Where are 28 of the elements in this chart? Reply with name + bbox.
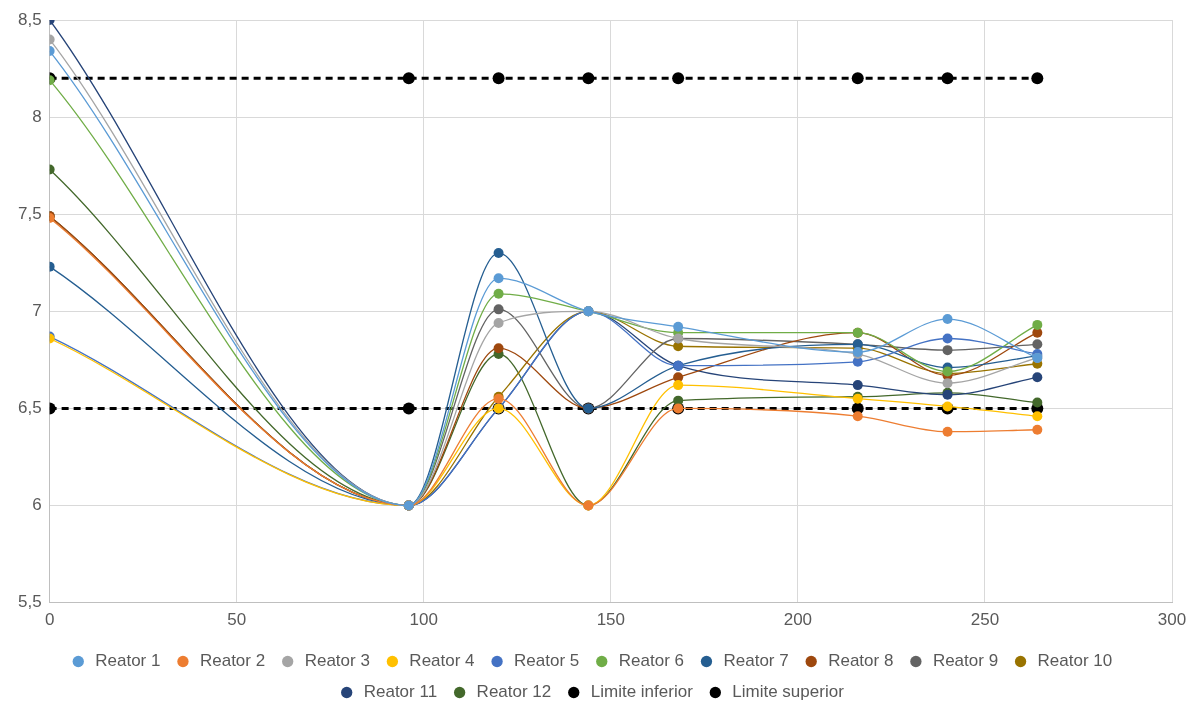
- legend-label: Limite superior: [732, 682, 845, 702]
- x-tick-label: 300: [1157, 610, 1187, 630]
- y-tick-label: 7: [32, 300, 42, 320]
- y-tick-label: 7,5: [17, 203, 42, 223]
- legend-label: Reator 9: [932, 651, 999, 671]
- legend-label: Reator 11: [363, 682, 438, 702]
- legend-label: Reator 8: [828, 651, 894, 671]
- legend-label: Limite inferior: [590, 682, 694, 702]
- legend-label: Reator 5: [514, 651, 580, 671]
- legend-label: Reator 12: [476, 682, 552, 702]
- legend-label: Reator 3: [304, 651, 370, 671]
- x-tick-label: 150: [596, 610, 625, 630]
- legend-label: Reator 7: [723, 651, 789, 671]
- y-tick-label: 5,5: [17, 592, 42, 612]
- x-tick-label: 0: [44, 610, 55, 630]
- y-tick-label: 8: [32, 106, 42, 126]
- legend-label: Reator 4: [409, 651, 475, 671]
- legend-label: Reator 10: [1037, 651, 1113, 671]
- x-tick-label: 100: [409, 610, 438, 630]
- y-tick-label: 6,5: [17, 398, 42, 418]
- legend-label: Reator 1: [95, 651, 161, 671]
- x-tick-label: 200: [783, 610, 813, 630]
- x-tick-label: 50: [227, 610, 247, 630]
- legend-label: Reator 6: [618, 651, 684, 671]
- y-tick-label: 8,5: [17, 9, 42, 29]
- y-tick-label: 6: [32, 495, 42, 515]
- legend-label: Reator 2: [199, 651, 266, 671]
- x-tick-label: 250: [970, 610, 1000, 630]
